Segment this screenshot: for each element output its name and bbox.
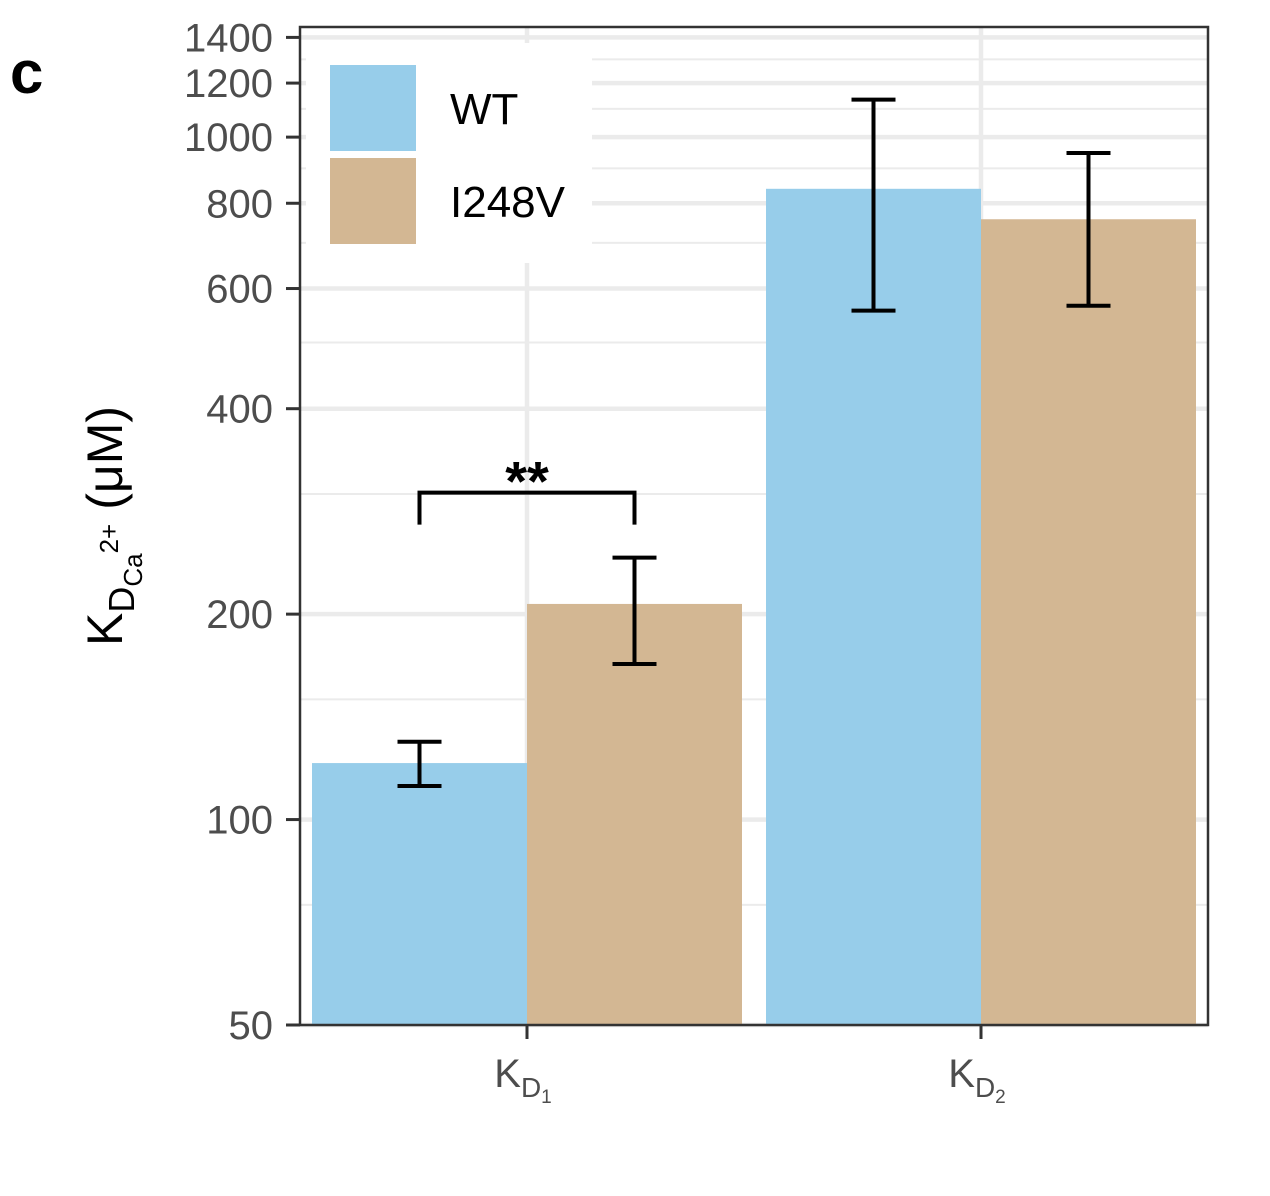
bar-wt-0 (312, 763, 527, 1025)
plot-border (298, 25, 1210, 1027)
x-label-subsub: 1 (541, 1087, 552, 1108)
significance-annotation: ** (417, 450, 637, 525)
y-tick-label: 1400 (184, 16, 273, 60)
y-tick-label: 1000 (184, 116, 273, 160)
legend-key-wt (330, 65, 416, 151)
error-bars (397, 97, 1111, 788)
bar-i248v-0 (527, 603, 742, 1025)
ylabel-sub: D (101, 587, 142, 613)
legend-key-i248v (330, 158, 416, 244)
significance-bracket (417, 490, 637, 525)
x-label-main: K (948, 1052, 975, 1096)
bar-i248v-1 (981, 219, 1196, 1025)
legend: WT I248V (306, 43, 592, 263)
legend-label: I248V (450, 178, 566, 227)
y-tick-label: 50 (229, 1004, 274, 1048)
bar-wt-1 (766, 188, 981, 1025)
bars (312, 188, 1196, 1025)
ylabel-main: K (77, 613, 133, 646)
y-tick-label: 600 (206, 268, 273, 312)
x-label-subsub: 2 (995, 1087, 1006, 1108)
y-tick-label: 1200 (184, 62, 273, 106)
y-tick-label: 400 (206, 388, 273, 432)
x-label-sub: D (975, 1072, 995, 1103)
x-tick-label: KD2 (948, 1052, 1006, 1108)
y-tick-label: 800 (206, 182, 273, 226)
y-tick-label: 100 (206, 799, 273, 843)
panel-letter: c (10, 39, 43, 106)
significance-label: ** (505, 450, 549, 513)
y-axis-title-text: KDCa2+ (μM) (77, 406, 148, 646)
y-axis-title: KDCa2+ (μM) (77, 406, 148, 646)
y-tick-label: 200 (206, 593, 273, 637)
x-label-main: K (494, 1052, 521, 1096)
x-tick-label: KD1 (494, 1052, 552, 1108)
legend-label: WT (450, 85, 518, 134)
ylabel-subsub: Ca (118, 553, 148, 587)
ylabel-sup: 2+ (94, 524, 124, 554)
x-label-sub: D (521, 1072, 541, 1103)
ylabel-unit: (μM) (77, 406, 133, 510)
